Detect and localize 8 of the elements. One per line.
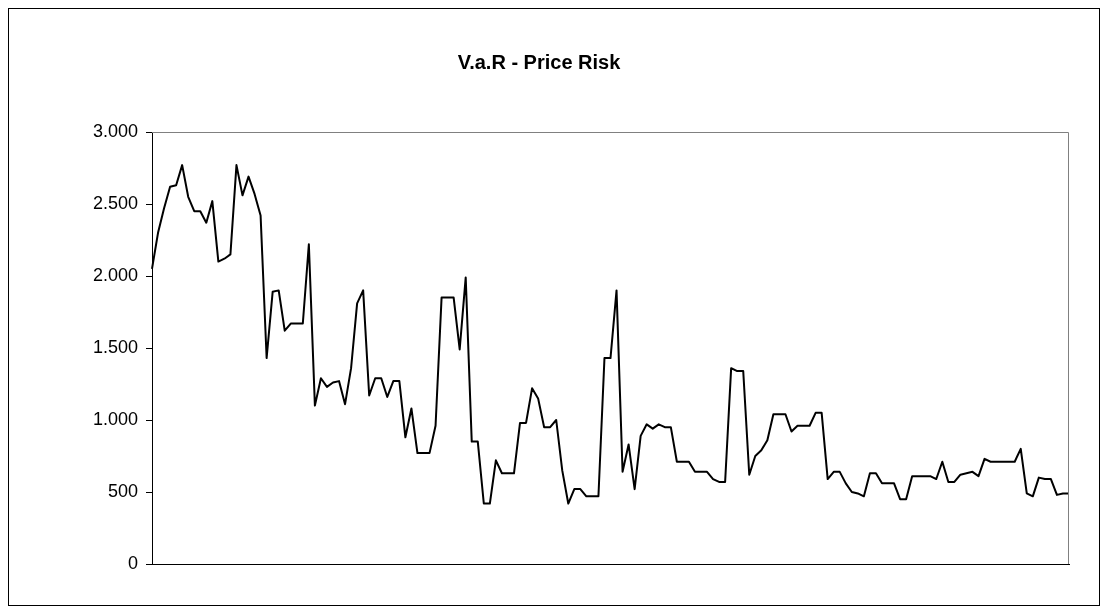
y-tick-label: 0 <box>127 552 138 573</box>
y-tick-label: 1.500 <box>92 336 138 357</box>
chart-title: V.a.R - Price Risk <box>457 50 622 73</box>
y-tick-label: 1.000 <box>92 408 138 429</box>
y-tick-label: 2.500 <box>92 192 138 213</box>
y-tick-label: 3.000 <box>92 120 138 141</box>
y-tick-label: 500 <box>107 480 138 501</box>
y-tick-label: 2.000 <box>92 264 138 285</box>
